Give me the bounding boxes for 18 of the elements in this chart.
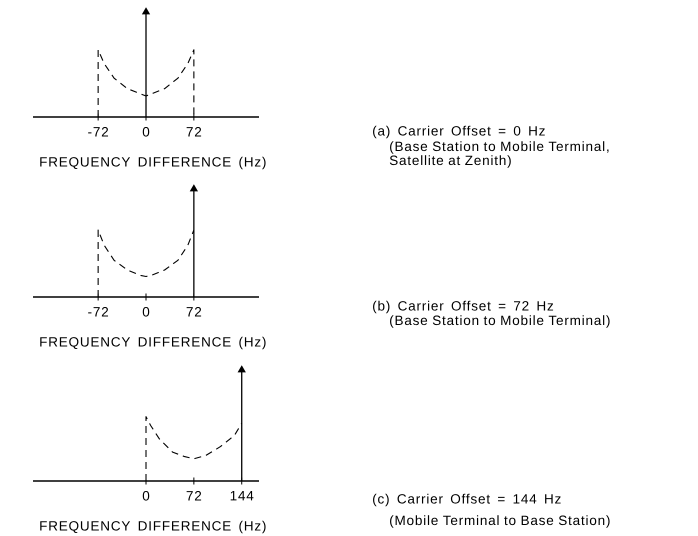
x-tick-label: 0: [142, 307, 150, 317]
x-tick-label: -72: [88, 307, 108, 316]
x-tick-label: -72: [88, 127, 108, 136]
x-tick-label: 144: [230, 491, 254, 500]
text: (b) Carrier Offset = 72 Hz: [373, 300, 554, 314]
text: (Base Station to Mobile Terminal, Satellite at Zenith): [390, 141, 608, 168]
x-tick-label: 0: [142, 127, 150, 137]
text: (Base Station to Mobile Terminal): [390, 315, 610, 328]
text: (Mobile Terminal to Base Station): [390, 515, 610, 528]
x-tick-label: 72: [186, 307, 202, 316]
x-axis-title: FREQUENCY DIFFERENCE (Hz): [40, 336, 266, 350]
x-tick-label: 72: [186, 491, 202, 500]
x-tick-label: 0: [142, 491, 150, 501]
text: (c) Carrier Offset = 144 Hz: [373, 494, 561, 506]
text: (a) Carrier Offset = 0 Hz: [373, 126, 545, 138]
x-axis-title: FREQUENCY DIFFERENCE (Hz): [40, 520, 266, 534]
x-tick-label: 72: [186, 127, 202, 136]
x-axis-title: FREQUENCY DIFFERENCE (Hz): [40, 156, 266, 170]
